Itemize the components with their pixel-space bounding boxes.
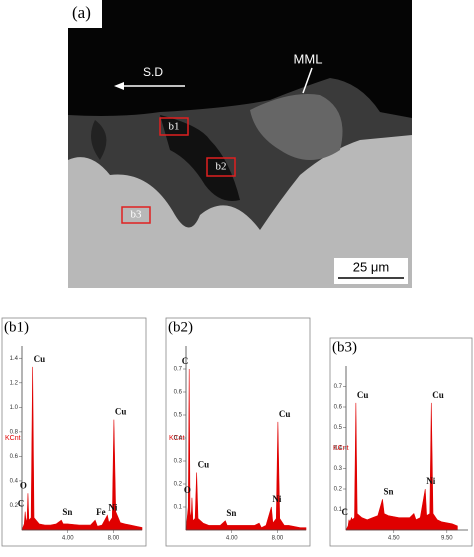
- region-label: b1: [169, 121, 180, 133]
- layer-label: MML: [294, 51, 323, 66]
- y-tick-label: 0.1: [334, 507, 343, 513]
- panel-label: (b3): [332, 339, 357, 355]
- x-tick-label: 9.50: [441, 536, 453, 542]
- y-tick-label: 1.0: [10, 405, 19, 411]
- element-label: Ni: [426, 476, 435, 486]
- y-tick-label: 0.8: [10, 429, 19, 435]
- spectrum: [345, 402, 458, 531]
- element-label: Cu: [432, 390, 444, 400]
- plot-frame: [1, 317, 147, 547]
- y-tick-label: 0.6: [334, 405, 343, 411]
- element-label: Sn: [383, 486, 393, 496]
- element-label: Ni: [108, 502, 117, 512]
- y-tick-label: 0.1: [174, 505, 183, 511]
- y-tick-label: 0.4: [174, 436, 183, 442]
- y-tick-label: 0.6: [174, 390, 183, 396]
- y-tick-label: 1.4: [10, 356, 19, 362]
- panel-label: (b2): [168, 319, 193, 335]
- x-tick-label: 4.00: [62, 536, 74, 542]
- y-tick-label: 0.3: [174, 459, 183, 465]
- element-label: C: [182, 356, 189, 366]
- y-tick-label: 0.7: [174, 367, 183, 373]
- direction-label: S.D: [143, 65, 163, 79]
- y-tick-label: 0.6: [10, 454, 19, 460]
- element-label: O: [20, 480, 27, 490]
- y-axis-label: KCnt: [333, 445, 349, 452]
- spectrum: [185, 368, 307, 531]
- x-tick-label: 8.00: [108, 536, 120, 542]
- sem-image: b1 b2 b3 S.D MML 25 μm (a): [68, 0, 412, 288]
- x-tick-label: 4.50: [388, 536, 400, 542]
- element-label: Cu: [115, 407, 127, 417]
- spectrum: [21, 366, 143, 531]
- y-tick-label: 0.7: [334, 384, 343, 390]
- y-tick-label: 0.3: [334, 466, 343, 472]
- element-label: Ni: [272, 494, 281, 504]
- y-axis-label: KCnt: [5, 435, 21, 442]
- element-label: C: [341, 507, 348, 517]
- y-tick-label: 0.2: [174, 482, 183, 488]
- plot-frame: [329, 337, 473, 547]
- element-label: Sn: [226, 508, 236, 518]
- y-axis-label: KCnt: [169, 435, 185, 442]
- element-label: Cu: [279, 409, 291, 419]
- element-label: Cu: [198, 460, 210, 470]
- y-tick-label: 0.2: [334, 487, 343, 493]
- scale-bar-label: 25 μm: [353, 259, 389, 274]
- y-tick-label: 0.5: [334, 425, 343, 431]
- element-label: C: [18, 499, 25, 509]
- element-label: Fe: [96, 507, 106, 517]
- element-label: O: [184, 485, 191, 495]
- element-label: Cu: [34, 354, 46, 364]
- panel-label: (b1): [4, 319, 29, 335]
- y-tick-label: 0.5: [174, 413, 183, 419]
- y-tick-label: 1.2: [10, 380, 19, 386]
- y-tick-label: 0.4: [10, 479, 19, 485]
- region-label: b2: [216, 161, 227, 173]
- region-label: b3: [131, 209, 143, 221]
- element-label: Cu: [357, 390, 369, 400]
- x-tick-label: 8.00: [272, 536, 284, 542]
- y-tick-label: 0.4: [334, 446, 343, 452]
- y-tick-label: 0.2: [10, 503, 19, 509]
- x-tick-label: 4.00: [226, 536, 238, 542]
- element-label: Sn: [62, 507, 72, 517]
- panel-label: (a): [72, 3, 91, 22]
